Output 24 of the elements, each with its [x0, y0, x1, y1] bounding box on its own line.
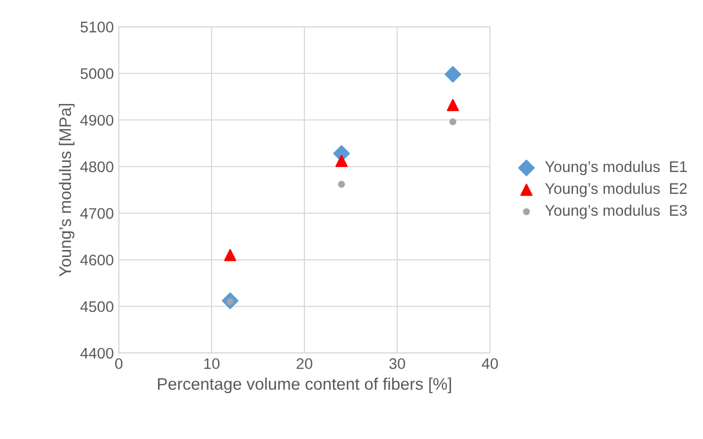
y-tick-label: 5000 — [80, 68, 114, 80]
point — [338, 180, 345, 188]
point — [449, 118, 456, 126]
y-tick-label: 4400 — [80, 348, 114, 359]
point — [444, 66, 462, 83]
legend-label: Young’s modulus E2 — [545, 182, 687, 197]
point — [446, 98, 459, 112]
point — [335, 154, 348, 168]
point — [224, 249, 236, 262]
x-tick-label: 20 — [296, 358, 312, 370]
y-tick-label: 4600 — [80, 254, 114, 266]
legend-label: Young’s modulus E3 — [545, 204, 687, 219]
x-tick-label: 10 — [204, 358, 220, 370]
y-axis-title: Young’s modulus [MPa] — [58, 104, 74, 277]
y-tick-label: 4500 — [80, 301, 114, 312]
y-tick-label: 4900 — [80, 114, 114, 126]
y-tick-label: 4700 — [80, 208, 114, 219]
y-tick-label: 5100 — [80, 22, 114, 32]
legend-label: Young’s modulus E1 — [545, 160, 687, 176]
x-axis-title: Percentage volume content of fibers [%] — [158, 378, 451, 394]
y-tick-label: 4800 — [80, 161, 114, 172]
x-tick-label: 0 — [115, 358, 122, 370]
x-tick-label: 30 — [389, 358, 406, 370]
x-tick-label: 40 — [482, 358, 498, 370]
